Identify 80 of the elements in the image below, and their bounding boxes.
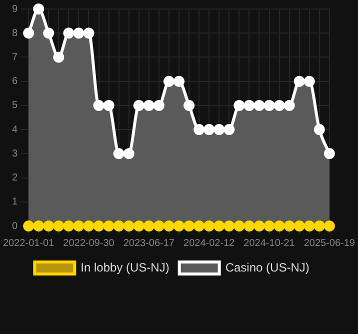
point [23,220,34,232]
point [234,100,245,111]
point [224,124,235,136]
legend-label: Casino (US-NJ) [225,260,310,274]
point [143,100,154,111]
point [63,28,74,39]
point [53,220,64,232]
point [174,76,184,87]
point [163,76,174,87]
point [264,220,275,232]
point [153,220,164,232]
point [234,220,245,232]
y-tick-label: 2 [12,172,18,184]
point [274,220,285,232]
point [43,220,54,232]
x-tick-label: 2024-02-12 [184,238,236,249]
point [264,100,275,111]
point [153,100,164,111]
point [163,220,174,232]
point [133,220,144,232]
point [123,220,134,232]
y-tick-label: 3 [12,148,18,160]
y-tick-label: 4 [12,124,18,136]
point [93,220,104,232]
x-tick-label: 2024-10-21 [244,238,296,249]
point [113,220,124,232]
x-tick-label: 2022-01-01 [3,238,55,249]
point [204,220,215,232]
point [143,220,154,232]
point [204,124,215,136]
point [174,220,184,232]
point [304,76,315,87]
point [113,148,124,160]
point [33,4,44,14]
point [244,220,255,232]
point [254,100,265,111]
point [324,148,335,160]
point [63,220,74,232]
point [254,220,265,232]
point [314,220,325,232]
y-tick-label: 9 [12,4,18,15]
y-tick-label: 8 [12,28,18,39]
point [23,28,34,39]
y-tick-label: 6 [12,76,18,88]
point [123,148,134,160]
point [294,220,305,232]
y-tick-label: 5 [12,100,18,112]
point [214,220,225,232]
point [274,100,285,111]
x-tick-label: 2025-06-19 [304,238,356,249]
legend-label: In lobby (US-NJ) [80,260,170,274]
point [73,220,84,232]
point [284,100,295,111]
point [33,220,44,232]
point [194,220,205,232]
point [53,52,64,63]
point [324,220,335,232]
point [214,124,225,136]
point [314,124,325,136]
point [83,28,94,39]
point [103,100,114,111]
x-tick-label: 2022-09-30 [63,238,115,249]
point [294,76,305,87]
point [184,100,195,111]
point [184,220,195,232]
point [103,220,114,232]
point [93,100,104,111]
point [73,28,84,39]
point [83,220,94,232]
y-tick-label: 1 [12,196,18,208]
point [194,124,205,136]
y-tick-label: 7 [12,52,18,63]
y-tick-label: 0 [12,220,18,232]
point [304,220,315,232]
point [284,220,295,232]
point [133,100,144,111]
x-tick-label: 2023-06-17 [123,238,175,249]
point [224,220,235,232]
point [244,100,255,111]
point [43,28,54,39]
